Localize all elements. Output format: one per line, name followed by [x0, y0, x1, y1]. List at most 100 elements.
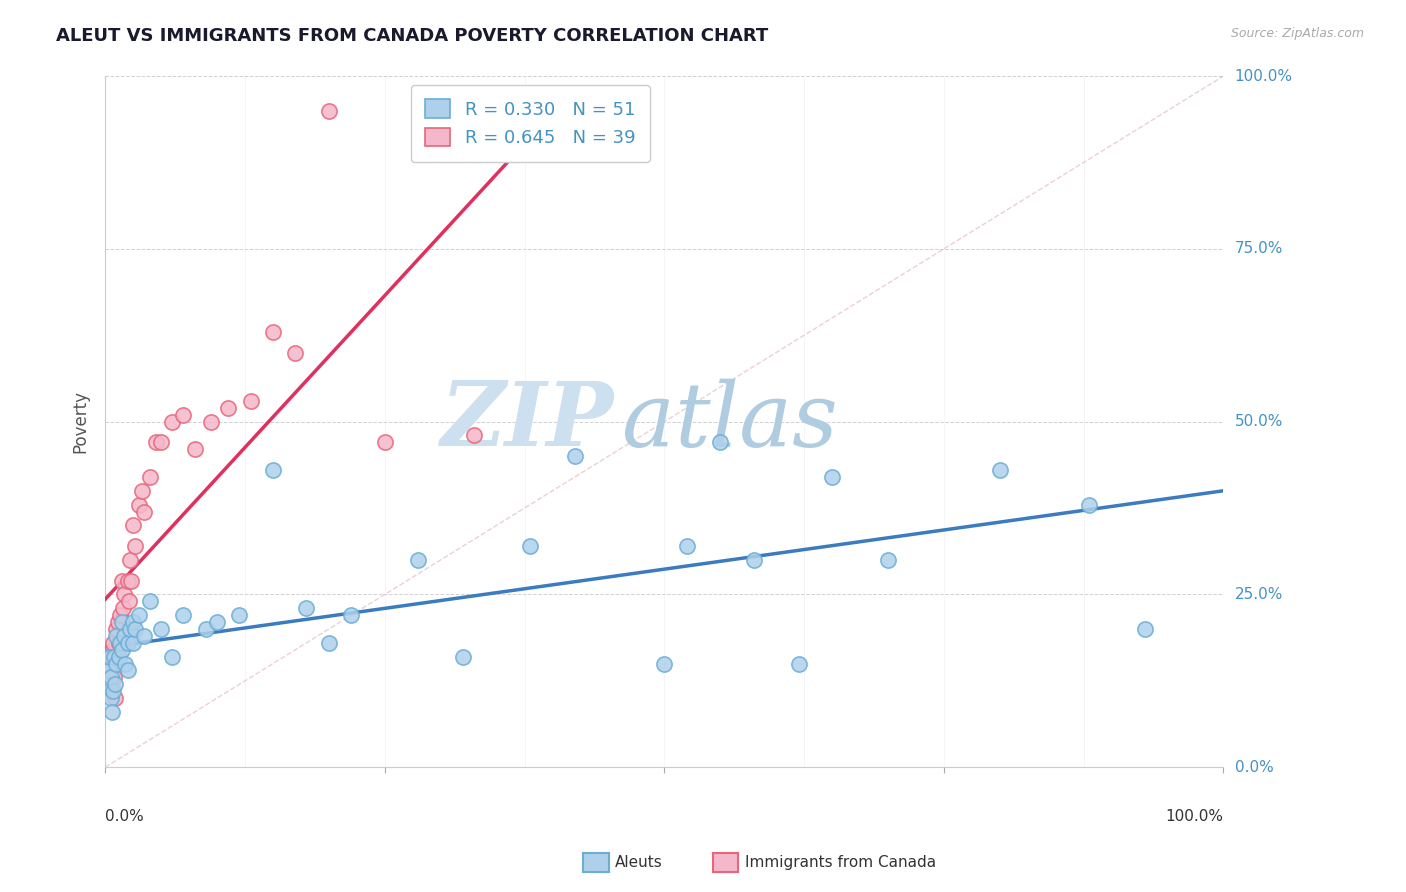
Point [124, 539, 146, 553]
Point [107, 615, 129, 629]
Text: atlas: atlas [621, 378, 838, 465]
Point [122, 636, 145, 650]
Point [519, 539, 541, 553]
Point [654, 657, 676, 671]
Point [100, 684, 122, 698]
Point [374, 435, 396, 450]
Point [194, 622, 217, 636]
Point [124, 622, 146, 636]
Point [117, 664, 139, 678]
Text: 25.0%: 25.0% [1234, 587, 1282, 602]
Point [101, 636, 124, 650]
Text: Aleuts: Aleuts [614, 855, 662, 870]
Point [105, 649, 128, 664]
Point [295, 601, 318, 615]
Point [205, 615, 228, 629]
Point [117, 574, 139, 588]
Point [451, 649, 474, 664]
Point [318, 103, 340, 118]
Point [183, 442, 205, 457]
Text: 75.0%: 75.0% [1234, 242, 1282, 256]
Point [128, 498, 150, 512]
Point [108, 636, 131, 650]
Point [408, 553, 430, 567]
Point [122, 518, 145, 533]
Text: 50.0%: 50.0% [1234, 414, 1282, 429]
Point [145, 435, 167, 450]
Text: ALEUT VS IMMIGRANTS FROM CANADA POVERTY CORRELATION CHART: ALEUT VS IMMIGRANTS FROM CANADA POVERTY … [56, 27, 769, 45]
Point [122, 615, 145, 629]
Point [150, 622, 173, 636]
Text: Source: ZipAtlas.com: Source: ZipAtlas.com [1230, 27, 1364, 40]
Point [117, 636, 139, 650]
Point [107, 636, 129, 650]
Point [877, 553, 900, 567]
Point [97, 664, 120, 678]
Legend: R = 0.330   N = 51, R = 0.645   N = 39: R = 0.330 N = 51, R = 0.645 N = 39 [411, 85, 650, 161]
Text: 100.0%: 100.0% [1166, 809, 1223, 823]
Point [131, 483, 153, 498]
Point [105, 657, 128, 671]
Point [217, 401, 239, 415]
Point [112, 629, 135, 643]
Point [139, 470, 162, 484]
Point [200, 415, 222, 429]
Point [118, 622, 141, 636]
Point [675, 539, 697, 553]
Point [111, 574, 134, 588]
Point [173, 608, 195, 623]
Point [101, 642, 124, 657]
Text: 100.0%: 100.0% [1234, 69, 1292, 84]
Point [318, 636, 340, 650]
Point [104, 677, 127, 691]
Text: Immigrants from Canada: Immigrants from Canada [745, 855, 936, 870]
Point [120, 574, 142, 588]
Point [134, 629, 156, 643]
Point [100, 670, 122, 684]
Point [107, 649, 129, 664]
Point [97, 684, 120, 698]
Point [1078, 498, 1101, 512]
Point [162, 415, 184, 429]
Point [112, 601, 135, 615]
Point [228, 608, 250, 623]
Point [173, 408, 195, 422]
Y-axis label: Poverty: Poverty [72, 390, 89, 453]
Point [821, 470, 844, 484]
Point [98, 649, 121, 664]
Point [108, 608, 131, 623]
Point [988, 463, 1011, 477]
Point [118, 553, 141, 567]
Text: 0.0%: 0.0% [105, 809, 143, 823]
Point [128, 608, 150, 623]
Point [103, 670, 125, 684]
Point [114, 657, 136, 671]
Point [134, 504, 156, 518]
Point [112, 587, 135, 601]
Point [284, 345, 307, 359]
Point [150, 435, 173, 450]
Point [105, 629, 128, 643]
Point [1135, 622, 1157, 636]
Text: 0.0%: 0.0% [1234, 760, 1274, 775]
Point [742, 553, 765, 567]
Point [709, 435, 731, 450]
Point [262, 325, 284, 339]
Point [162, 649, 184, 664]
Point [114, 629, 136, 643]
Point [97, 664, 120, 678]
Point [139, 594, 162, 608]
Text: ZIP: ZIP [440, 378, 614, 465]
Point [239, 393, 262, 408]
Point [100, 691, 122, 706]
Point [111, 615, 134, 629]
Point [463, 428, 485, 442]
Point [104, 691, 127, 706]
Point [101, 684, 124, 698]
Point [111, 642, 134, 657]
Point [262, 463, 284, 477]
Point [787, 657, 810, 671]
Point [105, 622, 128, 636]
Point [564, 449, 586, 463]
Point [340, 608, 363, 623]
